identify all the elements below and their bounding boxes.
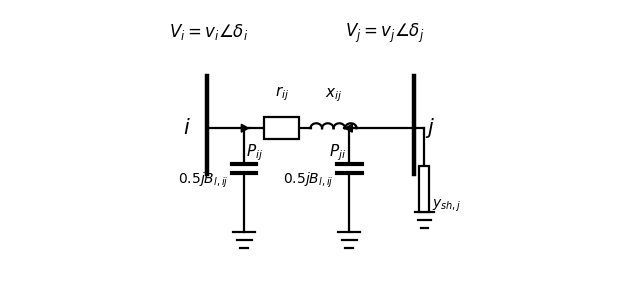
- Bar: [265, 117, 299, 139]
- Text: $0.5jB_{l,ij}$: $0.5jB_{l,ij}$: [178, 171, 229, 190]
- Polygon shape: [345, 124, 352, 132]
- Text: $i$: $i$: [183, 118, 191, 138]
- Text: $P_{ji}$: $P_{ji}$: [329, 143, 347, 163]
- Text: $0.5jB_{l,ij}$: $0.5jB_{l,ij}$: [283, 171, 333, 190]
- Text: $V_j=v_j\angle\delta_j$: $V_j=v_j\angle\delta_j$: [345, 22, 425, 45]
- Text: $r_{ij}$: $r_{ij}$: [274, 84, 289, 103]
- Polygon shape: [242, 124, 248, 132]
- Text: $y_{sh,j}$: $y_{sh,j}$: [432, 198, 462, 214]
- Text: $P_{ij}$: $P_{ij}$: [246, 143, 263, 163]
- Bar: [419, 166, 429, 212]
- Text: $x_{ij}$: $x_{ij}$: [325, 86, 342, 104]
- Text: $V_i=v_i\angle\delta_i$: $V_i=v_i\angle\delta_i$: [170, 22, 248, 42]
- Text: $j$: $j$: [425, 116, 435, 140]
